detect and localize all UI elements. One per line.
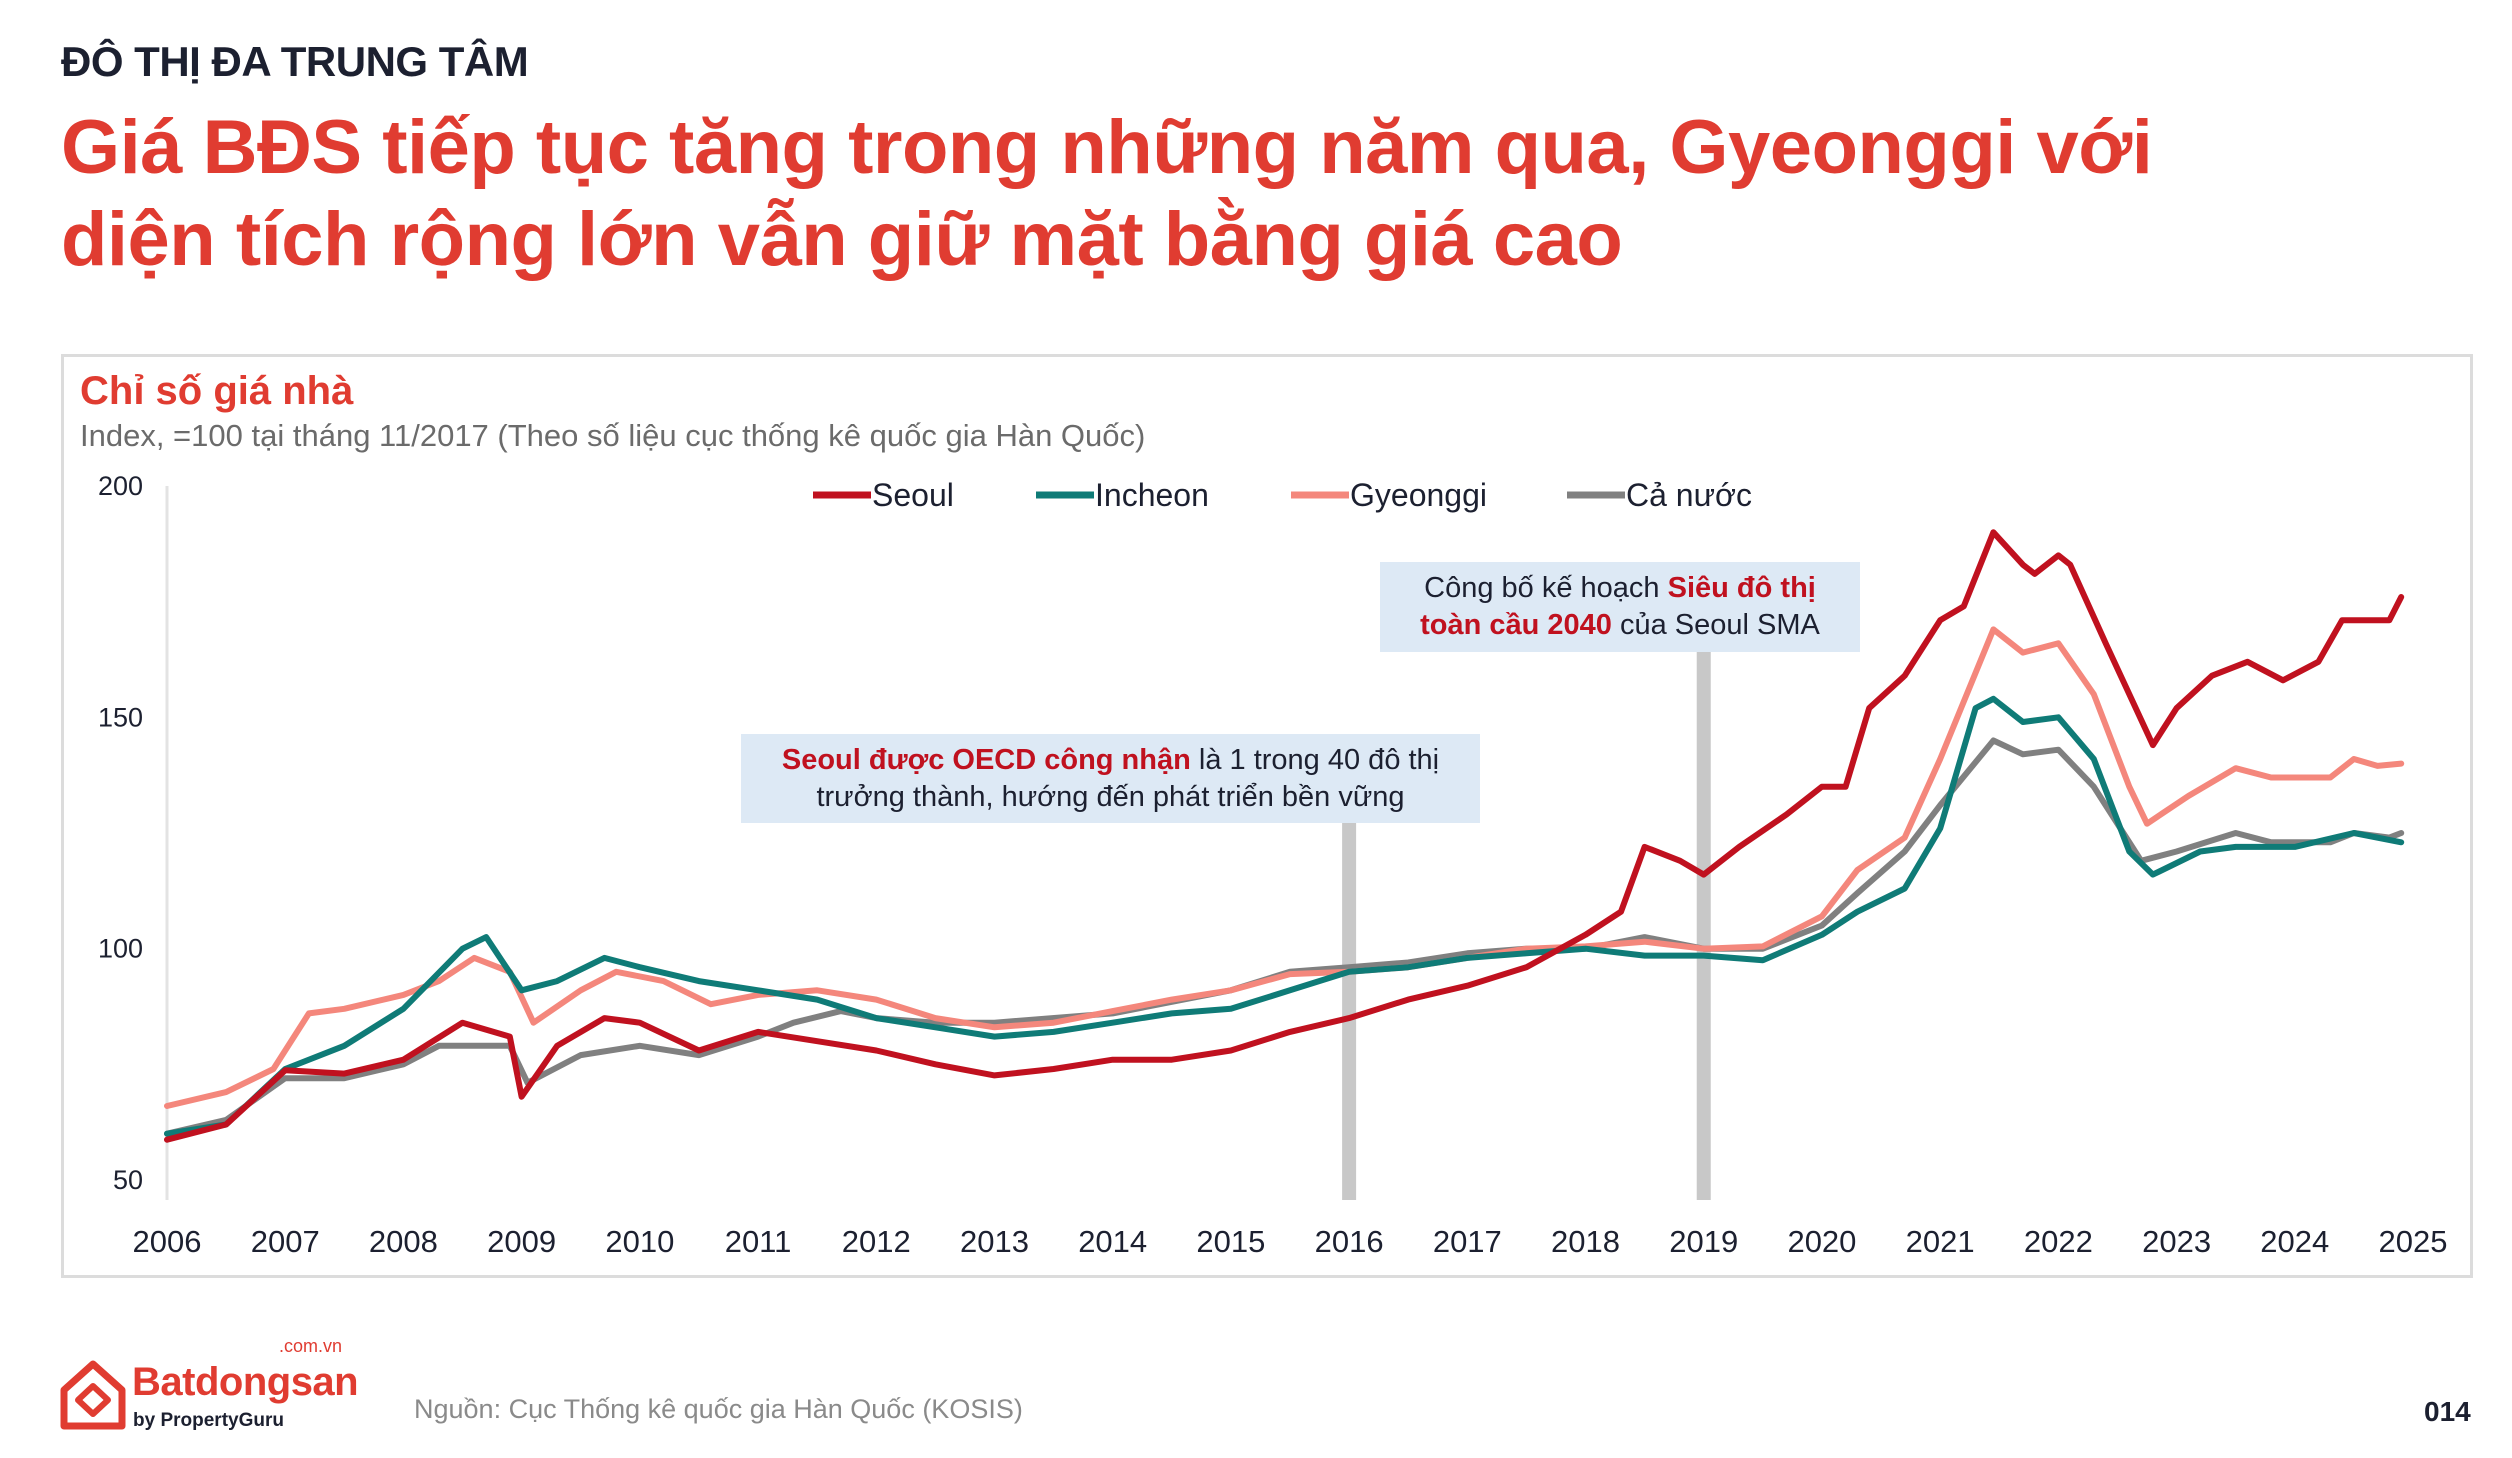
logo-name: Batdongsan [132,1360,359,1404]
x-tick-label: 2022 [2024,1224,2093,1259]
x-tick-label: 2014 [1078,1224,1147,1259]
series-line-seoul [164,529,2405,1143]
x-tick-label: 2011 [725,1224,792,1259]
logo-domain: .com.vn [278,1336,342,1356]
x-tick-label: 2020 [1787,1224,1856,1259]
annotation-megacity-highlight: Siêu đô thị [1667,572,1816,604]
series-line-incheon [164,695,2405,1137]
annotation-megacity: Công bố kế hoạch Siêu đô thị toàn cầu 20… [1380,562,1860,652]
y-tick-label: 100 [98,934,143,964]
x-tick-label: 2008 [369,1224,438,1259]
chart-frame [61,354,2473,1278]
x-tick-label: 2021 [1906,1224,1975,1259]
annotation-oecd-highlight: Seoul được OECD công nhận [781,744,1191,776]
y-tick-label: 150 [98,702,143,732]
annotation-oecd-text: là 1 trong 40 đô thị [1190,744,1440,776]
x-tick-label: 2012 [842,1224,911,1259]
x-tick-label: 2019 [1669,1224,1738,1259]
annotation-marker-megacity [1696,652,1711,1200]
legend-label: Cả nước [1626,477,1752,513]
annotation-oecd-text-2: trưởng thành, hướng đến phát triển bền v… [816,781,1405,813]
page-number: 014 [2424,1396,2471,1427]
x-tick-label: 2015 [1196,1224,1265,1259]
x-tick-label: 2016 [1315,1224,1384,1259]
x-tick-label: 2007 [251,1224,320,1259]
x-tick-label: 2025 [2379,1224,2448,1259]
annotation-megacity-highlight-2: toàn cầu 2040 [1420,609,1612,641]
section-kicker: ĐÔ THỊ ĐA TRUNG TÂM [61,38,529,85]
chart-title: Chỉ số giá nhà [80,369,354,413]
legend-label: Seoul [872,477,954,513]
annotation-megacity-text-2: của Seoul SMA [1611,609,1820,641]
legend-label: Gyeonggi [1350,477,1487,513]
page-title-line-1: Giá BĐS tiếp tục tăng trong những năm qu… [61,105,2153,190]
batdongsan-logo-icon [60,1360,126,1430]
x-tick-label: 2024 [2260,1224,2329,1259]
x-tick-label: 2023 [2142,1224,2211,1259]
y-tick-label: 50 [113,1165,143,1195]
chart-subtitle: Index, =100 tại tháng 11/2017 (Theo số l… [80,418,1146,453]
source-note: Nguồn: Cục Thống kê quốc gia Hàn Quốc (K… [414,1394,1023,1424]
logo-byline: by PropertyGuru [133,1410,284,1431]
annotation-oecd: Seoul được OECD công nhận là 1 trong 40 … [741,734,1480,823]
annotation-marker-oecd [1342,823,1357,1200]
x-tick-label: 2017 [1433,1224,1502,1259]
x-tick-label: 2009 [487,1224,556,1259]
page-title-line-2: diện tích rộng lớn vẫn giữ mặt bằng giá … [61,197,1623,282]
legend-label: Incheon [1095,477,1209,513]
annotation-megacity-text: Công bố kế hoạch [1424,572,1668,604]
x-tick-label: 2010 [605,1224,674,1259]
page-title: Giá BĐS tiếp tục tăng trong những năm qu… [61,102,2153,286]
y-tick-label: 200 [98,471,143,501]
x-tick-label: 2013 [960,1224,1029,1259]
x-tick-label: 2006 [133,1224,202,1259]
x-tick-label: 2018 [1551,1224,1620,1259]
